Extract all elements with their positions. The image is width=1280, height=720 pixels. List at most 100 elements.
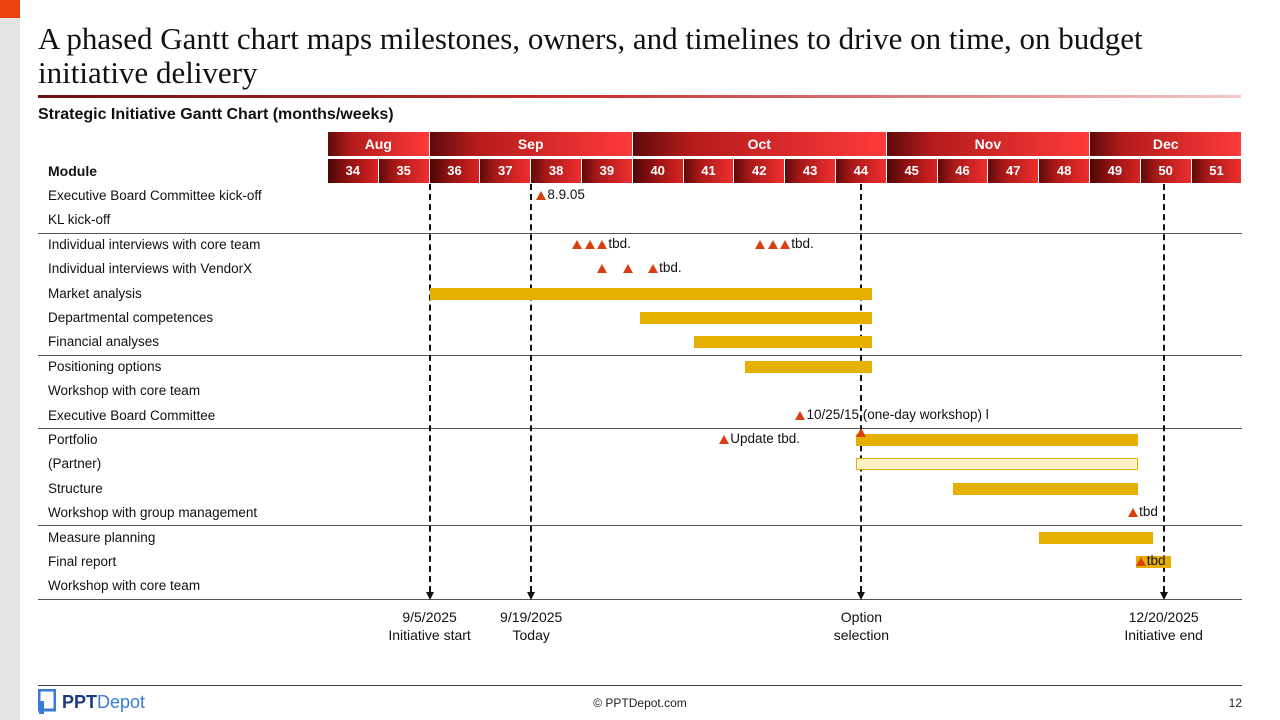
gantt-row-label: Individual interviews with core team [48,236,261,252]
milestone-triangle-icon [597,264,608,274]
milestone-triangle-icon [767,239,778,249]
marker-line [530,184,533,593]
task-bar [1039,531,1154,544]
marker-date: Option [840,609,883,625]
marker-arrow-icon [527,592,536,601]
milestone-label: tbd. [791,235,814,251]
week-header: 45 [886,159,938,183]
task-bar [952,482,1139,495]
milestone-triangle-icon [648,264,659,274]
gantt-row-label: Portfolio [48,432,98,447]
milestone-label: 10/25/15 (one-day workshop) l [806,406,989,422]
milestone-label: 8.9.05 [547,187,585,202]
week-header: 44 [836,159,887,183]
module-column-header: Module [48,163,97,179]
gantt-row-label: Structure [48,480,103,496]
month-header: Oct [632,132,887,156]
month-header: Sep [429,132,633,156]
week-header: 37 [480,159,532,183]
marker-caption: Initiative start [388,627,471,643]
pptdepot-logo-icon [38,689,56,714]
marker-date: 12/20/2025 [1128,609,1199,625]
week-header: 34 [328,159,379,183]
marker-arrow-icon [1159,592,1168,601]
option-selection-triangle-icon [856,427,867,437]
chart-title: Strategic Initiative Gantt Chart (months… [38,106,394,123]
marker-line [860,184,863,593]
week-header: 42 [734,159,786,183]
week-header: 41 [683,159,735,183]
marker-caption: Initiative end [1124,627,1203,643]
week-header: 39 [582,159,633,183]
marker-date: 9/5/2025 [402,609,457,625]
week-header: 49 [1090,159,1141,183]
gantt-row-label: Financial analyses [48,334,160,350]
group-separator [38,427,1242,429]
week-header: 38 [531,159,582,183]
gantt-row-label: Workshop with core team [48,383,201,399]
logo-text-ppt: PPT [62,691,98,712]
pptdepot-logo: PPT Depot [38,689,145,715]
gantt-row-label: Measure planning [48,529,156,545]
gantt-row-label: KL kick-off [48,212,111,228]
gantt-row-label: Final report [48,554,117,569]
copyright-text: © PPTDepot.com [593,696,687,710]
task-bar [856,458,1139,471]
milestone-triangle-icon [719,435,730,444]
marker-line [428,184,431,593]
week-header: 50 [1140,159,1192,183]
milestone-triangle-icon [1135,557,1146,566]
gantt-row-label: Departmental competences [48,310,214,325]
week-header: 51 [1191,159,1243,183]
marker-caption: Today [512,627,550,643]
marker-line [1162,184,1165,593]
gantt-row-label: Individual interviews with VendorX [48,261,253,277]
week-header: 40 [632,159,684,183]
milestone-triangle-icon [754,239,765,249]
page-number: 12 [1228,696,1242,710]
milestone-label: tbd [1139,504,1158,520]
marker-arrow-icon [857,592,866,601]
gantt-row-label: Workshop with core team [48,578,201,594]
week-header: 36 [429,159,481,183]
gantt-row-label: Market analysis [48,285,142,301]
month-header: Dec [1090,132,1243,156]
month-header: Nov [886,132,1090,156]
milestone-triangle-icon [584,239,595,249]
marker-arrow-icon [425,592,434,601]
task-bar [693,336,872,349]
milestone-triangle-icon [795,410,806,420]
milestone-label: Update tbd. [730,431,801,446]
week-header: 43 [785,159,836,183]
milestone-triangle-icon [597,239,608,249]
milestone-triangle-icon [622,264,633,274]
task-bar [744,360,872,373]
group-separator [38,232,1242,234]
gantt-row-label: Executive Board Committee kick-off [48,188,262,203]
milestone-label: tbd. [608,235,631,251]
brand-accent-block [0,0,20,18]
week-header: 47 [988,159,1040,183]
milestone-triangle-icon [536,191,547,200]
milestone-label: tbd. [659,260,682,276]
week-header: 35 [378,159,430,183]
gantt-row-label: Workshop with group management [48,505,258,521]
month-header: Aug [328,132,430,156]
gantt-row-label: (Partner) [48,456,102,472]
group-separator [38,525,1242,527]
title-rule [38,95,1241,98]
task-bar [856,434,1139,446]
marker-caption: selection [833,627,890,643]
week-header: 46 [937,159,989,183]
task-bar [640,312,872,324]
marker-date: 9/19/2025 [500,609,563,625]
task-bar [429,287,872,300]
chart-bottom-rule [38,598,1242,600]
left-margin-strip [0,0,20,720]
page-title: A phased Gantt chart maps milestones, ow… [38,21,1143,90]
milestone-triangle-icon [571,239,582,249]
group-separator [38,354,1242,356]
footer-rule [38,685,1242,686]
gantt-row-label: Positioning options [48,358,162,374]
gantt-row-label: Executive Board Committee [48,407,216,423]
